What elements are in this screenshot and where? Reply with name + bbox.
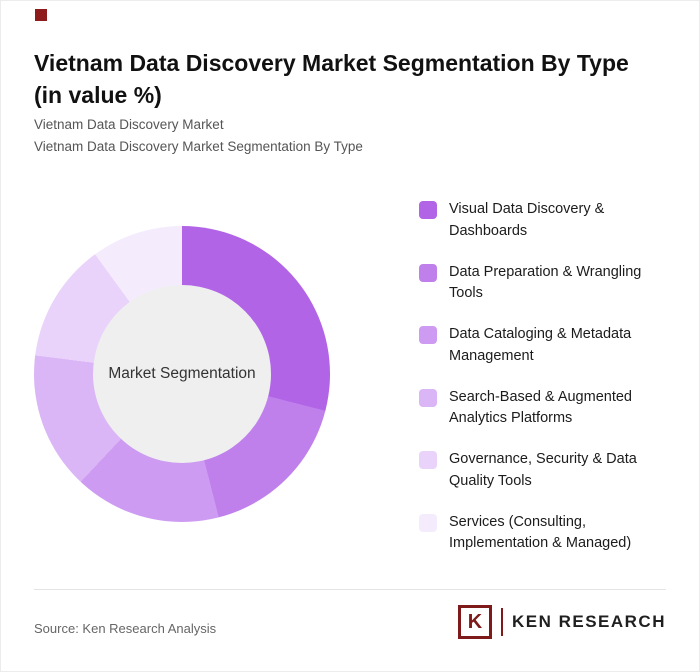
legend-swatch-icon <box>419 513 437 532</box>
legend-swatch-icon <box>419 388 437 407</box>
legend-label: Governance, Security & Data Quality Tool… <box>449 451 637 489</box>
legend-item: Services (Consulting, Implementation & M… <box>419 512 671 556</box>
legend-swatch-icon <box>419 451 437 469</box>
logo-wordmark: KEN RESEARCH <box>511 612 666 631</box>
legend-swatch-icon <box>419 326 437 344</box>
legend-item: Search-Based & Augmented Analytics Platf… <box>419 387 671 431</box>
legend-label: Services (Consulting, Implementation & M… <box>449 513 632 552</box>
subtitle-block: Vietnam Data Discovery Market Vietnam Da… <box>34 114 654 157</box>
ken-research-logo: K KEN RESEARCH <box>457 605 666 639</box>
footer-divider <box>34 589 666 590</box>
logo-divider-bar <box>500 608 503 636</box>
donut-center-label: Market Segmentation <box>108 365 256 382</box>
logo-k-icon: K <box>457 605 492 639</box>
accent-square <box>35 9 47 21</box>
legend-item: Visual Data Discovery & Dashboards <box>419 199 671 243</box>
legend-item: Data Preparation & Wrangling Tools <box>419 262 671 306</box>
source-text: Source: Ken Research Analysis <box>34 621 217 636</box>
legend-label: Search-Based & Augmented Analytics Platf… <box>449 388 632 427</box>
legend-label: Visual Data Discovery & Dashboards <box>449 201 605 239</box>
subtitle-line-1: Vietnam Data Discovery Market <box>34 117 224 132</box>
donut-center: Market Segmentation <box>93 285 271 463</box>
donut-chart: Market Segmentation <box>34 226 330 522</box>
subtitle-line-2: Vietnam Data Discovery Market Segmentati… <box>34 138 363 154</box>
legend-item: Data Cataloging & Metadata Management <box>419 324 671 368</box>
legend-swatch-icon <box>419 263 437 282</box>
legend-label: Data Preparation & Wrangling Tools <box>449 263 642 302</box>
page-title: Vietnam Data Discovery Market Segmentati… <box>34 50 629 109</box>
chart-legend: Visual Data Discovery & Dashboards Data P… <box>419 199 671 555</box>
legend-swatch-icon <box>419 201 437 219</box>
legend-label: Data Cataloging & Metadata Management <box>449 326 632 364</box>
legend-item: Governance, Security & Data Quality Tool… <box>419 449 671 493</box>
